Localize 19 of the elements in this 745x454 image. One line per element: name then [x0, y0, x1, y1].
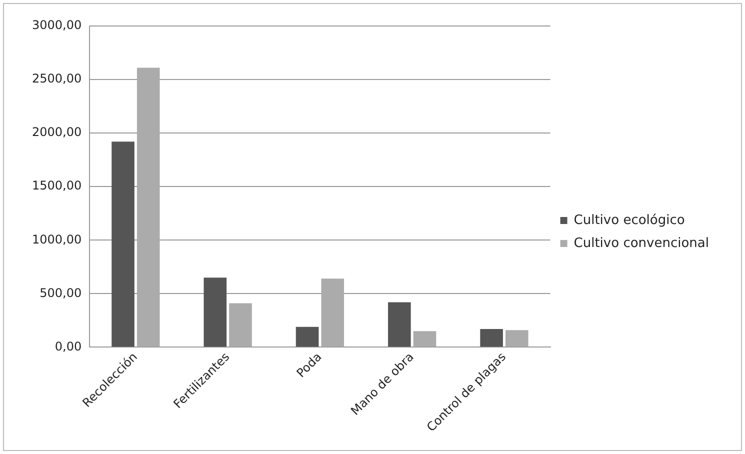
bar — [136, 68, 160, 347]
y-tick-label: 3000,00 — [32, 18, 82, 32]
y-tick-label: 500,00 — [40, 286, 82, 300]
y-tick-label: 2500,00 — [32, 72, 82, 86]
bar — [204, 278, 227, 347]
legend-label: Cultivo ecológico — [574, 212, 685, 228]
y-tick-label: 2000,00 — [32, 125, 82, 140]
bar — [413, 331, 436, 347]
bar — [480, 328, 503, 347]
y-tick-label: 1000,00 — [32, 232, 82, 246]
bar — [229, 303, 252, 347]
bar — [321, 278, 344, 347]
legend-label: Cultivo convencional — [574, 236, 709, 251]
y-tick-label: 0,00 — [54, 339, 82, 354]
bar — [296, 326, 319, 347]
bar — [112, 142, 134, 347]
bar — [388, 302, 411, 347]
bar — [505, 330, 528, 347]
y-tick-label: 1500,00 — [32, 178, 82, 193]
